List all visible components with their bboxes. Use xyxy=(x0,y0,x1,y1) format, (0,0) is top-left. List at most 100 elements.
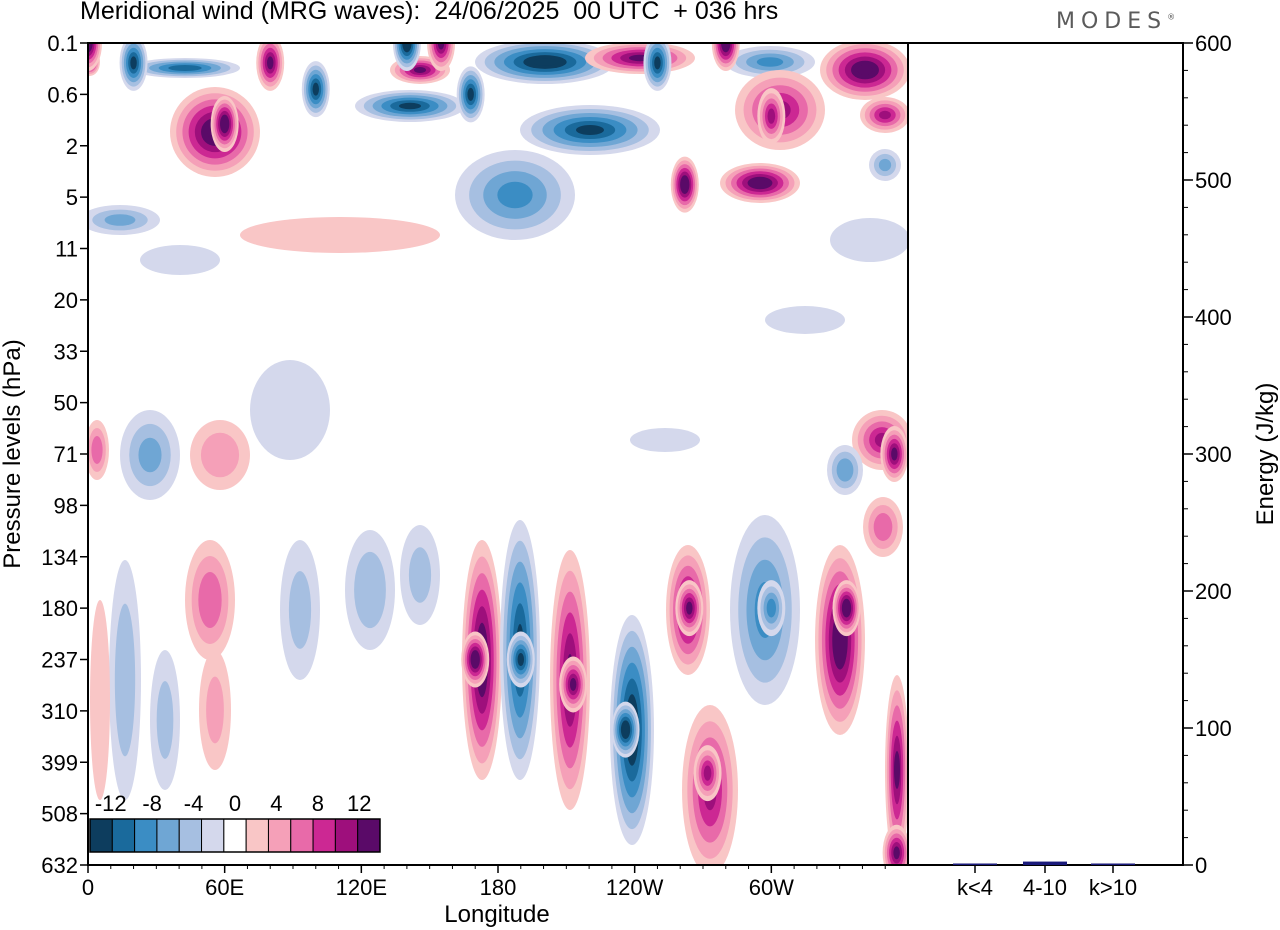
colorbar-swatch xyxy=(178,818,203,853)
contour-band xyxy=(156,681,174,759)
feature-band xyxy=(703,765,712,781)
data-feature xyxy=(757,88,786,145)
y-tick-label: 134 xyxy=(41,545,78,570)
contour-band xyxy=(753,179,767,187)
contour-band xyxy=(830,218,908,262)
data-feature xyxy=(832,580,861,637)
contour-band xyxy=(857,64,873,76)
y-tick-label: 310 xyxy=(41,699,78,724)
field-lobe xyxy=(88,205,160,235)
energy-bar xyxy=(1091,863,1135,865)
x-tick-label: 60W xyxy=(749,875,794,900)
feature-band xyxy=(843,602,850,614)
data-feature xyxy=(301,61,330,118)
contour-band xyxy=(90,600,110,800)
colorbar-swatch xyxy=(290,818,314,853)
field-lobe xyxy=(140,245,220,275)
contour-band xyxy=(138,437,162,473)
field-lobe xyxy=(400,525,440,625)
field-lobe xyxy=(863,497,903,557)
feature-band xyxy=(686,601,693,615)
feature-band xyxy=(767,108,776,124)
field-lobe xyxy=(520,105,660,155)
feature-band xyxy=(266,56,274,70)
field-lobe xyxy=(475,43,615,84)
colorbar-swatch xyxy=(223,818,247,853)
y-tick-label: 11 xyxy=(55,237,78,262)
y-tick-label: 71 xyxy=(54,442,78,467)
heatmap-field xyxy=(88,43,908,865)
contour-band xyxy=(756,57,784,67)
y-tick-label: 508 xyxy=(41,802,78,827)
field-lobe xyxy=(250,360,330,460)
contour-band xyxy=(114,603,136,757)
feature-band xyxy=(722,43,729,49)
y-tick-label: 2 xyxy=(66,134,78,159)
energy-bar xyxy=(1023,861,1067,865)
feature-band xyxy=(569,677,577,691)
contour-band xyxy=(91,436,103,464)
field-lobe xyxy=(109,560,141,800)
field-lobe xyxy=(610,615,654,845)
y-tick-label: 98 xyxy=(54,493,78,518)
y-tick-label: 20 xyxy=(54,288,78,313)
data-feature xyxy=(643,43,672,91)
feature-band xyxy=(130,56,137,70)
x-tick-label: 120E xyxy=(336,875,387,900)
feature-band xyxy=(517,653,525,666)
energy-axis-title: Energy (J/kg) xyxy=(1252,383,1279,526)
feature-band xyxy=(437,43,445,50)
field-lobe xyxy=(860,97,908,133)
colorbar-swatch xyxy=(312,818,336,853)
data-feature xyxy=(427,43,456,71)
feature-band xyxy=(654,56,661,70)
colorbar-label: -4 xyxy=(184,791,204,816)
field-lobe xyxy=(725,46,815,78)
contour-band xyxy=(878,158,892,172)
y-tick-label: 399 xyxy=(41,750,78,775)
contour-band xyxy=(873,513,893,541)
feature-band xyxy=(622,724,629,736)
feature-band xyxy=(893,846,900,860)
colorbar-swatch xyxy=(134,818,158,853)
energy-category-label: k<4 xyxy=(957,875,993,900)
data-feature xyxy=(559,656,588,713)
y-tick-label: 237 xyxy=(41,648,78,673)
colorbar-label: 8 xyxy=(312,791,324,816)
colorbar-label: 4 xyxy=(270,791,282,816)
field-lobe xyxy=(345,530,395,650)
field-lobe xyxy=(130,58,240,78)
x-axis-title: Longitude xyxy=(444,901,549,928)
energy-axes: 0 100 200 300 400 500 600 k<4 4-10 k>10 xyxy=(957,31,1232,900)
data-feature xyxy=(693,745,722,802)
data-feature xyxy=(256,43,285,91)
contour-band xyxy=(836,458,854,482)
feature-band xyxy=(681,179,688,191)
energy-y-tick-label: 600 xyxy=(1195,31,1232,56)
y-tick-label: 5 xyxy=(66,185,78,210)
data-feature xyxy=(461,631,490,688)
contour-band xyxy=(765,306,845,334)
energy-category-label: 4-10 xyxy=(1023,875,1067,900)
y-tick-label: 0.6 xyxy=(47,82,78,107)
data-feature xyxy=(210,95,239,152)
contour-band xyxy=(408,547,432,603)
energy-bars xyxy=(953,861,1135,865)
energy-y-tick-label: 200 xyxy=(1195,579,1232,604)
x-tick-label: 0 xyxy=(82,875,94,900)
data-feature xyxy=(670,156,699,213)
energy-y-tick-label: 100 xyxy=(1195,716,1232,741)
colorbar-label: -8 xyxy=(142,791,162,816)
colorbar-swatch xyxy=(111,818,136,853)
colorbar-swatch xyxy=(334,818,359,853)
data-feature xyxy=(757,580,786,637)
field-lobe xyxy=(88,420,109,480)
data-feature xyxy=(711,43,740,71)
feature-band xyxy=(472,653,479,666)
field-lobe xyxy=(355,90,465,122)
energy-y-tick-label: 400 xyxy=(1195,305,1232,330)
field-lobe xyxy=(720,163,800,203)
feature-band xyxy=(403,43,410,49)
contour-band xyxy=(288,571,312,649)
